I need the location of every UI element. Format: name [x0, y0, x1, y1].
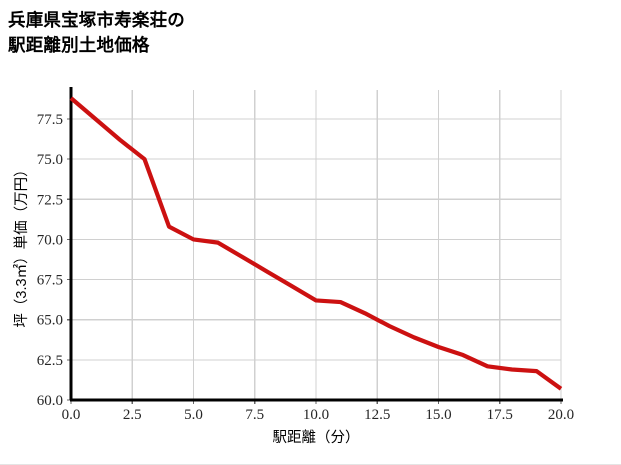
x-tick-label: 2.5 — [123, 407, 142, 423]
axis-spines — [69, 87, 563, 402]
series-polyline — [69, 96, 563, 391]
x-tick-label: 20.0 — [548, 407, 574, 423]
y-axis-title: 坪（3.3㎡）単価（万円） — [13, 162, 30, 327]
y-tick-labels: 60.0 62.5 65.0 67.5 70.0 72.5 75.0 77.5 — [37, 112, 63, 409]
y-tick-label: 70.0 — [37, 232, 63, 248]
x-tick-label: 0.0 — [62, 407, 81, 423]
y-tick-label: 77.5 — [37, 112, 63, 128]
x-tick-labels: 0.0 2.5 5.0 7.5 10.0 12.5 15.0 17.5 20.0 — [62, 407, 575, 423]
x-tick-label: 10.0 — [303, 407, 329, 423]
y-tick-label: 67.5 — [37, 273, 63, 289]
x-tick-label: 15.0 — [425, 407, 451, 423]
y-tick-label: 75.0 — [37, 152, 63, 168]
x-tick-label: 12.5 — [364, 407, 390, 423]
y-tick-label: 60.0 — [37, 393, 63, 409]
x-tick-label: 17.5 — [487, 407, 513, 423]
gridlines — [70, 90, 562, 401]
tickmarks — [67, 118, 562, 404]
axis-titles: 駅距離（分） 坪（3.3㎡）単価（万円） — [13, 162, 360, 446]
chart-title: 兵庫県宝塚市寿楽荘の 駅距離別土地価格 — [8, 10, 185, 55]
x-tick-label: 5.0 — [184, 407, 203, 423]
y-tick-label: 62.5 — [37, 353, 63, 369]
y-tick-label: 65.0 — [37, 313, 63, 329]
y-tick-label: 72.5 — [37, 192, 63, 208]
data-series-line — [69, 96, 563, 391]
x-tick-label: 7.5 — [245, 407, 264, 423]
x-axis-title: 駅距離（分） — [273, 428, 360, 446]
